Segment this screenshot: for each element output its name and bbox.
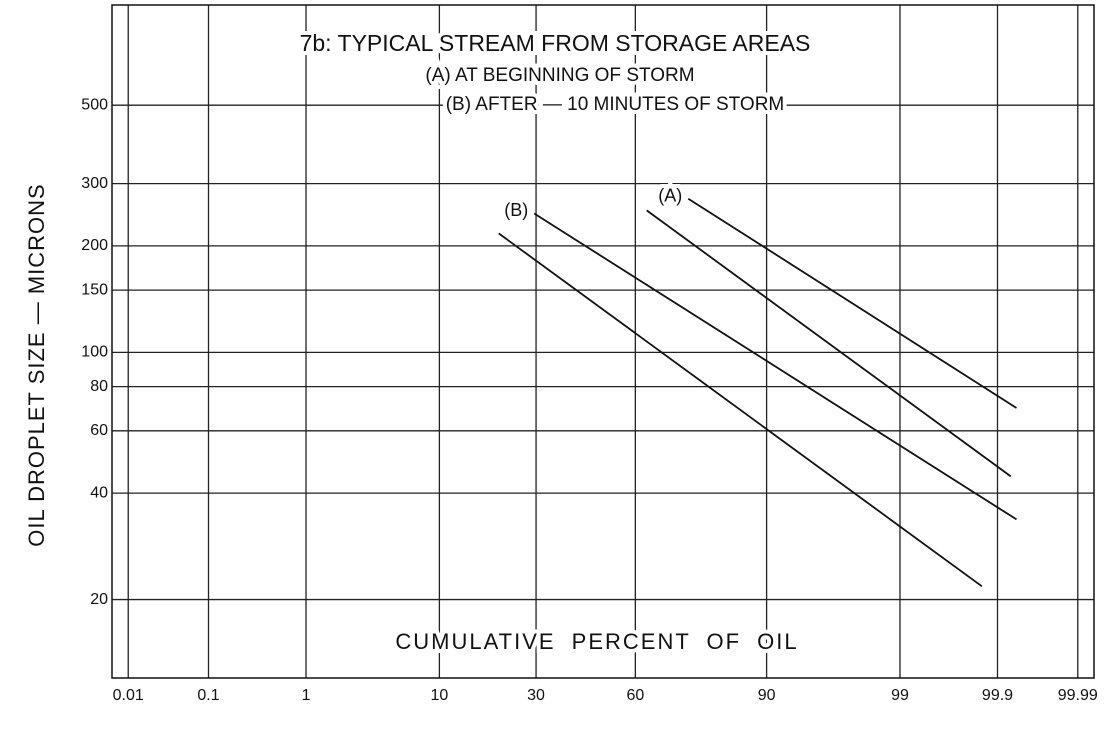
plot-frame (111, 4, 1095, 679)
series-line (533, 212, 1017, 521)
x-tick-label: 60 (626, 687, 644, 704)
y-tick-label: 150 (81, 281, 108, 298)
y-tick-label: 80 (90, 378, 108, 395)
series-label: (B) (504, 200, 528, 220)
x-tick-label: 90 (758, 687, 776, 704)
series-line (687, 197, 1017, 409)
series-line (646, 209, 1012, 478)
subtitle: (A) AT BEGINNING OF STORM (425, 65, 694, 86)
x-tick-label: 99.9 (982, 687, 1013, 704)
x-tick-label: 0.1 (197, 687, 219, 704)
grid (112, 5, 1094, 678)
series-label: (A) (658, 185, 682, 205)
subtitle: (B) AFTER — 10 MINUTES OF STORM (446, 94, 785, 115)
x-axis-label: CUMULATIVE PERCENT OF OIL (395, 629, 798, 654)
y-tick-label: 300 (81, 175, 108, 192)
x-tick-label: 1 (302, 687, 311, 704)
x-tick-label: 99.99 (1058, 687, 1098, 704)
chart-title: 7b: TYPICAL STREAM FROM STORAGE AREAS (300, 30, 811, 56)
y-tick-label: 200 (81, 237, 108, 254)
y-tick-label: 60 (90, 422, 108, 439)
y-tick-label: 40 (90, 484, 108, 501)
y-tick-label: 20 (90, 591, 108, 608)
x-tick-label: 99 (891, 687, 909, 704)
x-tick-label: 10 (430, 687, 448, 704)
series-line (498, 232, 983, 588)
x-tick-label: 30 (527, 687, 545, 704)
y-tick-label: 100 (81, 344, 108, 361)
y-axis-label: OIL DROPLET SIZE — MICRONS (24, 183, 49, 546)
y-tick-label: 500 (81, 96, 108, 113)
x-tick-label: 0.01 (113, 687, 144, 704)
